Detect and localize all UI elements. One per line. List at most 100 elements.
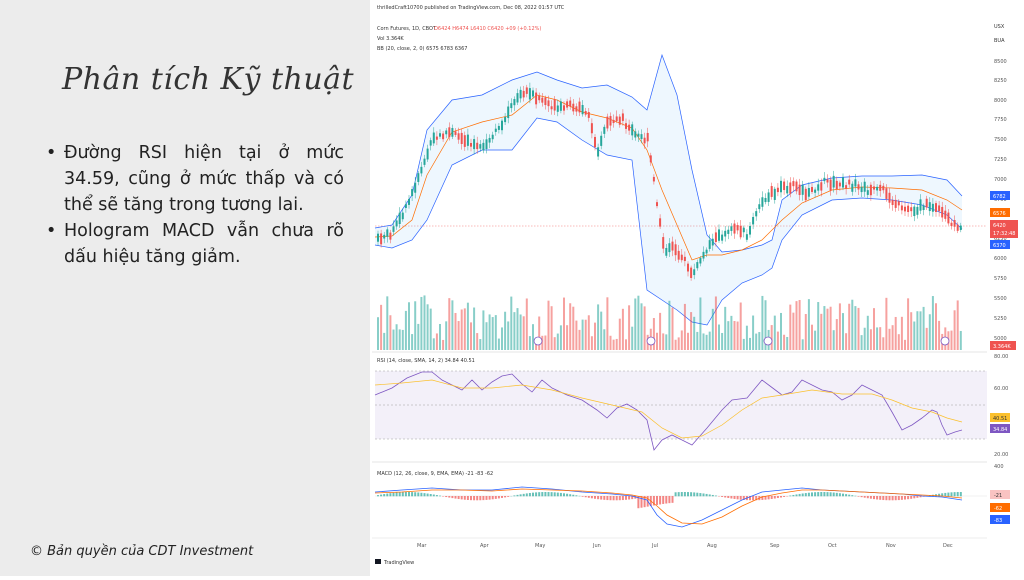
macd-line bbox=[375, 487, 962, 527]
candle bbox=[430, 140, 432, 145]
volume-bar bbox=[703, 333, 705, 350]
macd-histogram-bar bbox=[858, 496, 860, 497]
candle bbox=[647, 133, 649, 141]
time-axis[interactable]: Mar Apr May Jun Jul Aug Sep Oct Nov Dec bbox=[417, 543, 953, 549]
macd-histogram-bar bbox=[414, 492, 416, 496]
macd-histogram-bar bbox=[805, 493, 807, 496]
macd-histogram-bar bbox=[625, 496, 627, 500]
candle bbox=[892, 200, 894, 205]
volume-bar bbox=[672, 308, 674, 350]
macd-histogram-bar bbox=[861, 496, 863, 497]
volume-bar bbox=[687, 333, 689, 350]
candle bbox=[687, 264, 689, 272]
candle bbox=[656, 202, 658, 206]
macd-histogram-bar bbox=[892, 496, 894, 500]
event-marker-icon[interactable] bbox=[647, 337, 655, 345]
candle bbox=[517, 93, 519, 102]
candle bbox=[718, 229, 720, 240]
candle bbox=[746, 234, 748, 240]
tradingview-chart[interactable]: thrilledCraft10700 published on TradingV… bbox=[372, 0, 1024, 576]
macd-histogram-bar bbox=[752, 496, 754, 500]
candle bbox=[405, 204, 407, 208]
event-marker-icon[interactable] bbox=[764, 337, 772, 345]
macd-histogram-bar bbox=[885, 496, 887, 500]
candle bbox=[796, 182, 798, 192]
candle bbox=[690, 268, 692, 278]
volume-bar bbox=[504, 312, 506, 350]
candle bbox=[402, 213, 404, 220]
candle bbox=[464, 135, 466, 147]
candle bbox=[653, 177, 655, 181]
volume-bar bbox=[743, 339, 745, 350]
macd-histogram-bar bbox=[699, 493, 701, 496]
event-marker-icon[interactable] bbox=[941, 337, 949, 345]
candle bbox=[436, 137, 438, 140]
price-tick: 7500 bbox=[994, 137, 1007, 143]
unit-label: BUA bbox=[994, 38, 1005, 44]
price-axis[interactable]: 8500 8250 8000 7750 7500 7250 7000 6750 … bbox=[994, 59, 1007, 342]
candle bbox=[861, 187, 863, 192]
candle bbox=[433, 133, 435, 144]
candle bbox=[960, 226, 962, 230]
macd-histogram-bar bbox=[420, 493, 422, 497]
macd-histogram-bar bbox=[947, 493, 949, 497]
macd-histogram-bar bbox=[572, 495, 574, 497]
volume-bar bbox=[448, 298, 450, 350]
volume-bar bbox=[613, 340, 615, 350]
macd-histogram-bar bbox=[656, 496, 658, 505]
volume-bar bbox=[498, 339, 500, 350]
candle bbox=[879, 185, 881, 191]
candle bbox=[585, 111, 587, 115]
macd-hist-badge: -21 bbox=[994, 493, 1002, 499]
volume-bar bbox=[659, 313, 661, 350]
slide-title: Phân tích Kỹ thuật bbox=[62, 62, 354, 97]
candle bbox=[396, 220, 398, 226]
volume-bar bbox=[585, 320, 587, 350]
candle bbox=[730, 226, 732, 231]
macd-histogram-bar bbox=[408, 492, 410, 496]
candle bbox=[610, 116, 612, 126]
candle bbox=[551, 106, 553, 109]
volume-bar bbox=[885, 298, 887, 350]
tradingview-logo[interactable]: TradingView bbox=[375, 559, 414, 566]
macd-histogram-bar bbox=[854, 496, 856, 497]
volume-bar bbox=[634, 298, 636, 350]
candle bbox=[408, 199, 410, 205]
candle bbox=[535, 93, 537, 105]
macd-histogram-bar bbox=[879, 496, 881, 500]
volume-bar bbox=[715, 296, 717, 350]
macd-histogram-bar bbox=[507, 496, 509, 497]
event-marker-icon[interactable] bbox=[534, 337, 542, 345]
rsi-tick: 20.00 bbox=[994, 452, 1008, 458]
volume-bar bbox=[867, 316, 869, 350]
candle bbox=[492, 135, 494, 139]
candle bbox=[424, 159, 426, 165]
rsi-axis[interactable]: 80.00 60.00 20.00 bbox=[994, 354, 1008, 458]
macd-histogram-bar bbox=[823, 492, 825, 496]
volume-bar bbox=[396, 324, 398, 350]
candle bbox=[414, 183, 416, 193]
macd-histogram-bar bbox=[451, 496, 453, 498]
macd-histogram-bar bbox=[588, 496, 590, 498]
macd-histogram-bar bbox=[811, 492, 813, 496]
volume-bar bbox=[414, 301, 416, 350]
macd-histogram-bar bbox=[405, 492, 407, 496]
macd-histogram-bar bbox=[551, 492, 553, 496]
macd-label: MACD (12, 26, close, 9, EMA, EMA) -21 -8… bbox=[377, 471, 493, 477]
candle bbox=[923, 205, 925, 210]
candle bbox=[498, 126, 500, 130]
candle bbox=[668, 243, 670, 252]
macd-histogram-bar bbox=[520, 494, 522, 496]
candle bbox=[721, 235, 723, 241]
volume-bar bbox=[721, 333, 723, 350]
macd-histogram-bar bbox=[594, 496, 596, 499]
macd-histogram-bar bbox=[808, 493, 810, 497]
candle bbox=[377, 234, 379, 242]
candle bbox=[594, 137, 596, 147]
volume-bar bbox=[389, 315, 391, 350]
chart-svg[interactable]: thrilledCraft10700 published on TradingV… bbox=[372, 0, 1024, 576]
macd-histogram-bar bbox=[479, 496, 481, 500]
candle bbox=[947, 213, 949, 224]
candle bbox=[817, 184, 819, 190]
volume-bar bbox=[783, 335, 785, 350]
